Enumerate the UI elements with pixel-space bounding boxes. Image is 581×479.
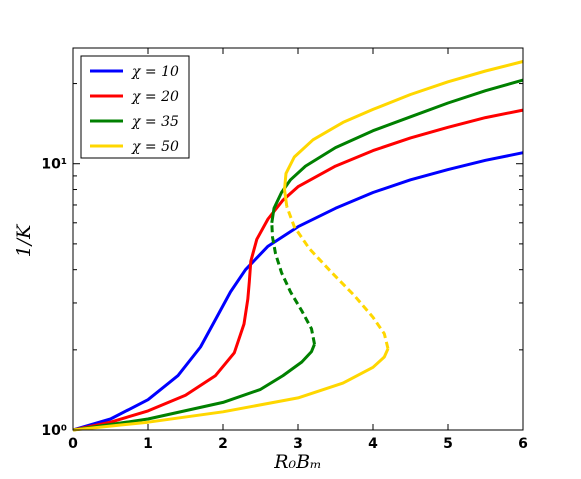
y-tick-label-0: 10⁰ (41, 423, 67, 439)
legend: χ = 10 χ = 20 χ = 35 χ = 50 (80, 55, 190, 159)
y-tick-labels: 10⁰ 10¹ (41, 157, 67, 439)
y-axis-label: 1/K (13, 223, 35, 257)
series-line-3-segment-2 (270, 222, 316, 345)
x-tick-label-6: 6 (518, 436, 528, 452)
series-line-4-segment-2 (285, 206, 390, 350)
x-tick-label-2: 2 (218, 436, 228, 452)
series-line-4-segment-3 (283, 60, 524, 207)
x-axis-label: R₀Bₘ (273, 451, 322, 473)
series-line-3-segment-3 (270, 78, 524, 224)
series-line-3-segment-1 (72, 343, 316, 432)
x-tick-labels: 0 1 2 3 4 5 6 (68, 436, 528, 452)
x-tick-label-3: 3 (293, 436, 303, 452)
legend-label-3: χ = 35 (131, 114, 179, 130)
x-tick-label-0: 0 (68, 436, 78, 452)
legend-label-4: χ = 50 (131, 139, 179, 155)
legend-frame (80, 55, 190, 159)
legend-label-1: χ = 10 (131, 64, 179, 80)
y-tick-label-1: 10¹ (41, 157, 67, 173)
series-line-2-segment-1 (72, 108, 524, 432)
x-tick-label-4: 4 (368, 436, 378, 452)
series-line-1-segment-1 (72, 151, 524, 432)
x-tick-label-5: 5 (443, 436, 453, 452)
series-layer (72, 60, 524, 432)
x-tick-label-1: 1 (143, 436, 153, 452)
legend-label-2: χ = 20 (131, 89, 179, 105)
series-line-4-segment-1 (72, 348, 390, 432)
plot-frame (72, 47, 524, 431)
